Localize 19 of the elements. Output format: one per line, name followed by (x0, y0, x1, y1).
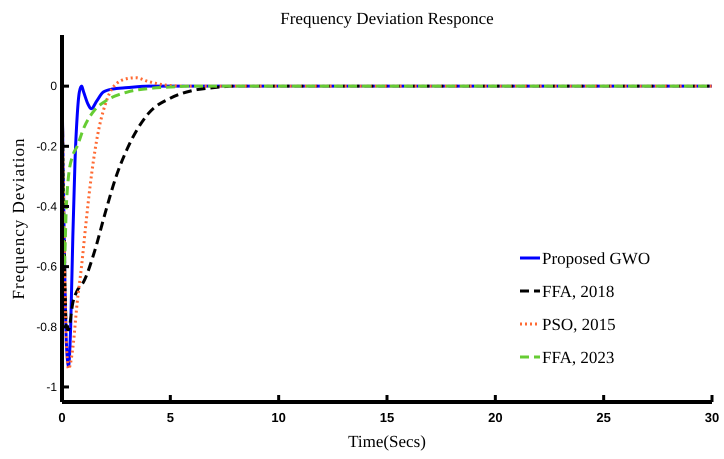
y-axis-title: Frequency Deviation (9, 137, 28, 300)
x-tick-label: 20 (488, 410, 503, 425)
x-tick-label: 25 (596, 410, 611, 425)
chart-title: Frequency Deviation Responce (280, 9, 494, 28)
y-tick-label: 0 (50, 79, 58, 94)
y-tick-label: -0.6 (36, 260, 58, 274)
x-tick-label: 15 (380, 410, 394, 425)
x-tick-label: 5 (166, 410, 174, 425)
legend-label: Proposed GWO (542, 249, 650, 268)
x-axis-title: Time(Secs) (348, 432, 426, 451)
y-tick-label: -0.4 (36, 199, 58, 214)
x-tick-label: 30 (704, 410, 720, 425)
x-tick-label: 10 (271, 410, 286, 425)
y-tick-label: -1 (46, 380, 58, 394)
y-tick-label: -0.8 (36, 320, 58, 334)
y-tick-label: -0.2 (36, 139, 58, 154)
legend-label: FFA, 2018 (542, 282, 614, 301)
legend-label: FFA, 2023 (542, 348, 614, 367)
legend-label: PSO, 2015 (542, 315, 616, 334)
